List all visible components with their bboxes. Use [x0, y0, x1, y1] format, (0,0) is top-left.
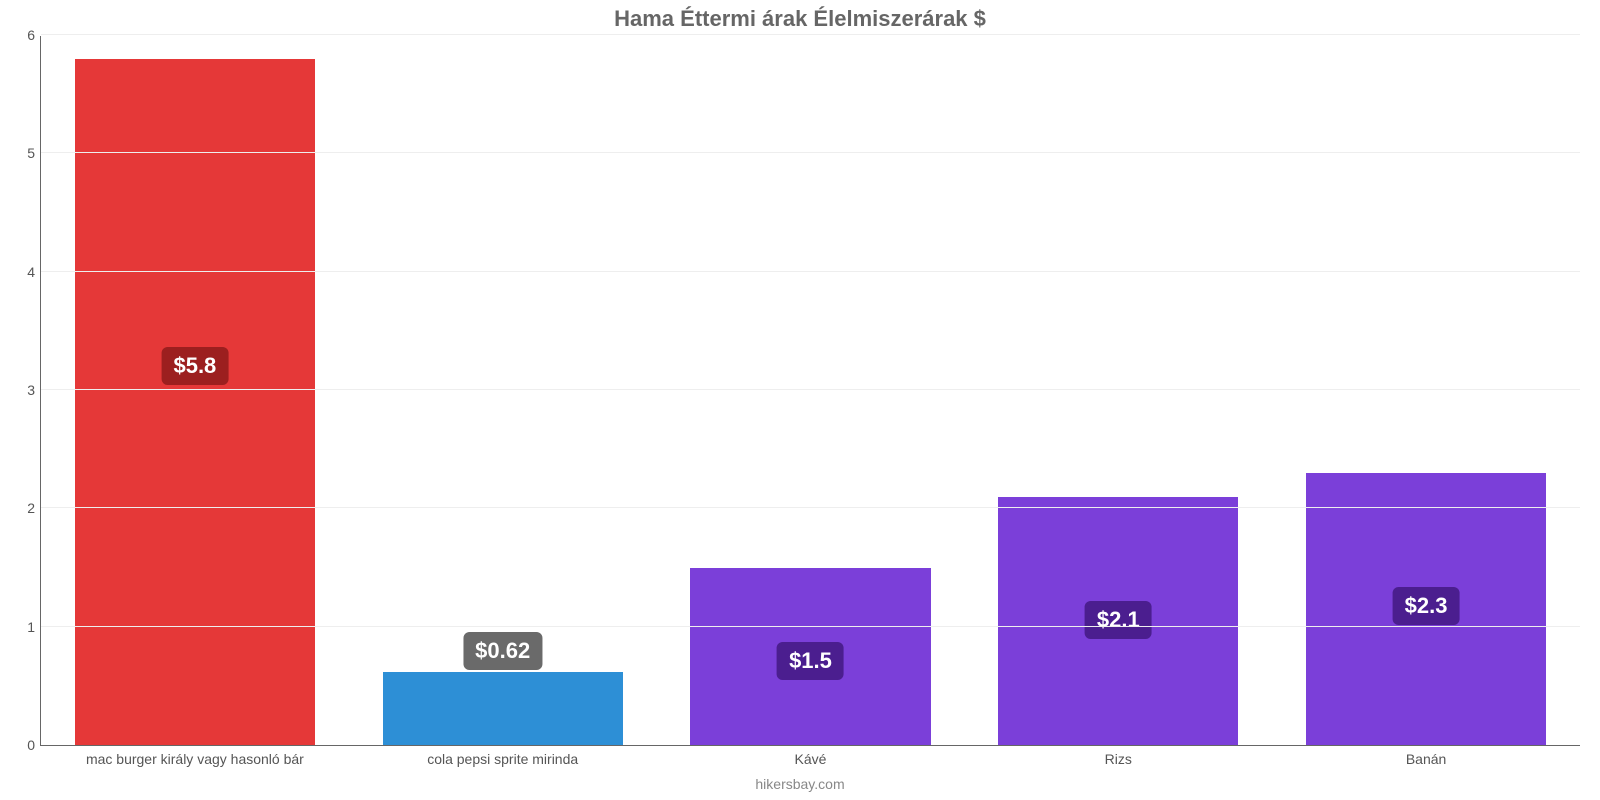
- bar-slot: $2.1Rizs: [964, 36, 1272, 745]
- value-badge: $2.3: [1393, 587, 1460, 625]
- grid-line: [41, 507, 1580, 508]
- value-badge: $2.1: [1085, 601, 1152, 639]
- x-tick-label: Kávé: [795, 751, 827, 767]
- y-tick-label: 1: [27, 619, 41, 635]
- bar: $1.5: [690, 568, 930, 746]
- value-badge: $1.5: [777, 642, 844, 680]
- x-tick-label: Banán: [1406, 751, 1446, 767]
- bar: $2.1: [998, 497, 1238, 746]
- price-bar-chart: Hama Éttermi árak Élelmiszerárak $ $5.8m…: [0, 0, 1600, 800]
- bar-slot: $5.8mac burger király vagy hasonló bár: [41, 36, 349, 745]
- bar: $0.62: [383, 672, 623, 745]
- y-tick-label: 2: [27, 500, 41, 516]
- bar: $5.8: [75, 59, 315, 745]
- bar: $2.3: [1306, 473, 1546, 745]
- y-tick-label: 0: [27, 737, 41, 753]
- value-badge: $0.62: [463, 632, 542, 670]
- bar-slot: $2.3Banán: [1272, 36, 1580, 745]
- bar-slot: $0.62cola pepsi sprite mirinda: [349, 36, 657, 745]
- chart-footer: hikersbay.com: [0, 776, 1600, 792]
- x-tick-label: mac burger király vagy hasonló bár: [86, 751, 304, 767]
- x-tick-label: cola pepsi sprite mirinda: [427, 751, 578, 767]
- chart-title: Hama Éttermi árak Élelmiszerárak $: [0, 6, 1600, 32]
- value-badge: $5.8: [161, 347, 228, 385]
- plot-area: $5.8mac burger király vagy hasonló bár$0…: [40, 36, 1580, 746]
- grid-line: [41, 626, 1580, 627]
- grid-line: [41, 34, 1580, 35]
- y-tick-label: 6: [27, 27, 41, 43]
- bars-container: $5.8mac burger király vagy hasonló bár$0…: [41, 36, 1580, 745]
- grid-line: [41, 271, 1580, 272]
- y-tick-label: 4: [27, 264, 41, 280]
- grid-line: [41, 389, 1580, 390]
- bar-slot: $1.5Kávé: [657, 36, 965, 745]
- x-tick-label: Rizs: [1105, 751, 1132, 767]
- y-tick-label: 5: [27, 145, 41, 161]
- grid-line: [41, 152, 1580, 153]
- y-tick-label: 3: [27, 382, 41, 398]
